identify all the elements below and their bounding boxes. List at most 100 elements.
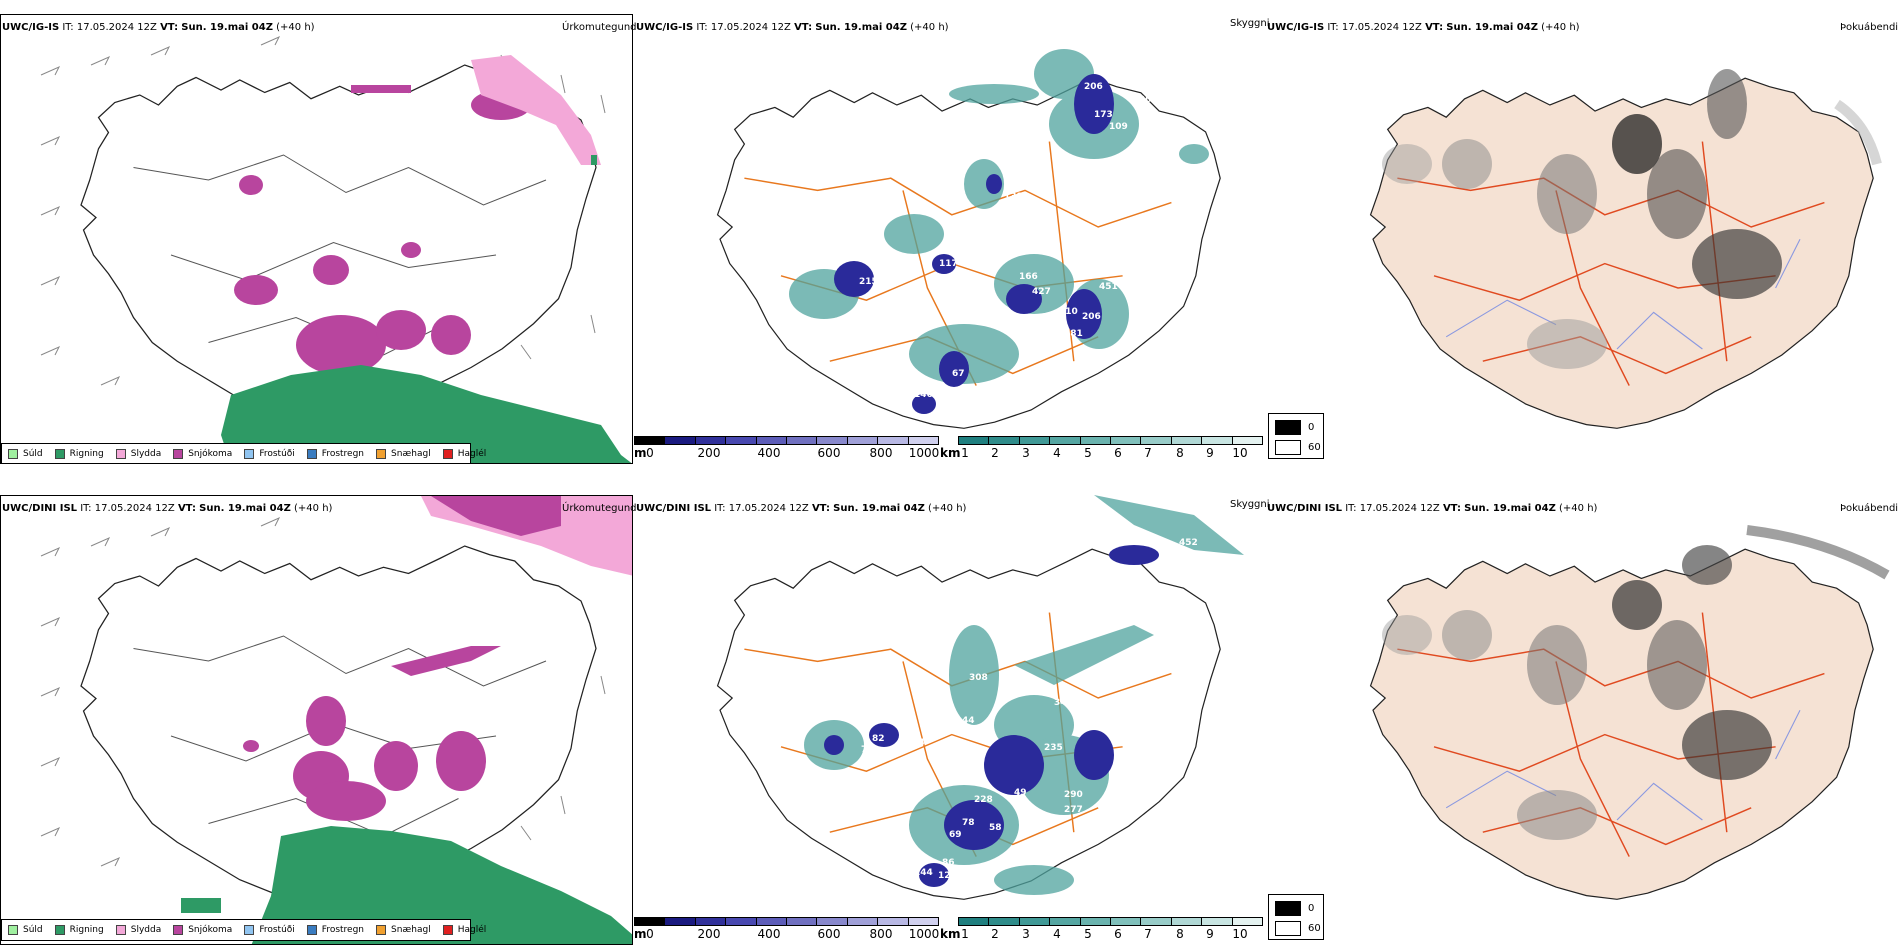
panel-header-cloud-top: UWC/IG-IS IT: 17.05.2024 12Z VT: Sun. 19… xyxy=(636,22,949,33)
visibility-tick: 1 xyxy=(961,446,969,460)
fog-key-bottom: 0 60 xyxy=(1268,894,1324,940)
visibility-tick: 2 xyxy=(991,927,999,941)
visibility-tick: 1 xyxy=(961,927,969,941)
vt-label: VT: xyxy=(177,503,196,514)
legend-item: Slydda xyxy=(115,449,162,459)
ceiling-label: 69 xyxy=(949,830,962,840)
model-name: UWC/IG-IS xyxy=(1267,22,1325,33)
ceiling-tick: 400 xyxy=(757,927,781,941)
legend-label: Súld xyxy=(23,449,43,459)
fog-key-label: 60 xyxy=(1308,442,1321,453)
panel-header-cloud-bottom: UWC/DINI ISL IT: 17.05.2024 12Z VT: Sun.… xyxy=(636,503,966,514)
ceiling-label: 181 xyxy=(1064,329,1083,339)
precip-map-top xyxy=(40,35,632,463)
legend-item: Snæhagl xyxy=(376,925,431,935)
fog-key-label: 0 xyxy=(1308,903,1315,914)
legend-label: Rigning xyxy=(69,925,104,935)
ceiling-label: 146 xyxy=(914,390,933,400)
legend-label: Frostregn xyxy=(321,925,365,935)
legend-label: Snæhagl xyxy=(391,449,431,459)
visibility-tick: 6 xyxy=(1114,927,1122,941)
it-value: 17.05.2024 12Z xyxy=(728,503,809,514)
legend-swatch xyxy=(54,925,65,935)
fog-panel-top xyxy=(1267,14,1900,464)
legend-item: Snæhagl xyxy=(376,449,431,459)
legend-label: Slydda xyxy=(130,925,162,935)
ceiling-colorbar-cells xyxy=(634,917,939,926)
fog-map-bottom xyxy=(1369,525,1890,900)
fog-key-label: 0 xyxy=(1308,422,1315,433)
legend-swatch xyxy=(376,449,387,459)
ceiling-label: 67 xyxy=(952,369,965,379)
it-label: IT: xyxy=(80,503,92,514)
ceiling-tick: 800 xyxy=(869,927,893,941)
it-label: IT: xyxy=(62,22,74,33)
it-value: 17.05.2024 12Z xyxy=(1359,503,1440,514)
panel-title-fog-top: Þokuábendi xyxy=(1840,22,1899,33)
legend-item: Rigning xyxy=(54,449,104,459)
legend-label: Frostúði xyxy=(259,449,295,459)
visibility-colorbar-top: km 1 2 3 4 5 6 7 8 9 10 xyxy=(940,436,1265,460)
vt-label: VT: xyxy=(1442,503,1461,514)
ceiling-label: 166 xyxy=(1019,272,1038,282)
ceiling-label: 44 xyxy=(962,716,975,726)
visibility-tick: 10 xyxy=(1232,927,1248,941)
cloud-panel-top: 206 90 173 109 131 374 117 215 166 427 4… xyxy=(634,14,1266,464)
ceiling-label: 235 xyxy=(1044,743,1063,753)
ceiling-label: 49 xyxy=(1014,788,1027,798)
visibility-tick: 5 xyxy=(1084,446,1092,460)
vt-label: VT: xyxy=(811,503,830,514)
ceiling-tick: 600 xyxy=(817,927,841,941)
fog-shading xyxy=(1382,525,1890,840)
legend-swatch xyxy=(115,925,126,935)
lead-time: (+40 h) xyxy=(1541,22,1580,33)
panel-title-precip-top: Úrkomutegund xyxy=(562,22,637,33)
ceiling-unit: m xyxy=(634,927,647,941)
lead-time: (+40 h) xyxy=(276,22,315,33)
ceiling-tick: 200 xyxy=(697,446,721,460)
visibility-colorbar-cells xyxy=(958,436,1263,445)
ceiling-label: 308 xyxy=(969,673,988,683)
ceiling-label: 385 xyxy=(1156,598,1175,608)
fog-key-row: 60 xyxy=(1275,440,1321,455)
ceiling-labels: 84 306 452 385 308 342 44 164 82 75 235 … xyxy=(861,500,1198,881)
ceiling-label: 277 xyxy=(1064,805,1083,815)
visibility-colorbar-cells xyxy=(958,917,1263,926)
ceiling-label: 164 xyxy=(906,738,925,748)
vt-label: VT: xyxy=(160,22,179,33)
legend-swatch xyxy=(306,449,317,459)
legend-swatch xyxy=(173,449,184,459)
legend-label: Snjókoma xyxy=(188,925,233,935)
panel-title-cloud-bottom: Skyggni xyxy=(1230,499,1270,510)
precip-legend-bottom: Súld Rigning Slydda Snjókoma Frostúði Fr… xyxy=(1,919,486,941)
legend-item: Súld xyxy=(8,925,43,935)
precip-panel-bottom: Súld Rigning Slydda Snjókoma Frostúði Fr… xyxy=(0,495,633,945)
fog-shading xyxy=(1382,69,1882,369)
vt-value: Sun. 19.mai 04Z xyxy=(815,22,907,33)
visibility-tick: 8 xyxy=(1176,446,1184,460)
legend-item: Frostregn xyxy=(306,925,365,935)
panel-header-fog-bottom: UWC/DINI ISL IT: 17.05.2024 12Z VT: Sun.… xyxy=(1267,503,1597,514)
panel-title-cloud-top: Skyggni xyxy=(1230,18,1270,29)
legend-label: Slydda xyxy=(130,449,162,459)
panel-title-precip-bottom: Úrkomutegund xyxy=(562,503,637,514)
legend-item: Frostúði xyxy=(244,449,295,459)
legend-label: Súld xyxy=(23,925,43,935)
ceiling-label: 374 xyxy=(959,237,978,247)
panel-title-fog-bottom: Þokuábendi xyxy=(1840,503,1899,514)
legend-label: Haglél xyxy=(457,925,487,935)
legend-item: Snjókoma xyxy=(173,925,232,935)
cloud-map-bottom: 84 306 452 385 308 342 44 164 82 75 235 … xyxy=(716,495,1244,900)
fog-key-row: 60 xyxy=(1275,921,1321,936)
it-value: 17.05.2024 12Z xyxy=(710,22,791,33)
snow-areas xyxy=(243,496,561,881)
vt-value: Sun. 19.mai 04Z xyxy=(833,503,925,514)
legend-label: Frostregn xyxy=(321,449,365,459)
vt-label: VT: xyxy=(794,22,813,33)
ceiling-label: 129 xyxy=(938,871,957,881)
ceiling-label: 215 xyxy=(859,277,878,287)
visibility-tick: 6 xyxy=(1114,446,1122,460)
legend-swatch xyxy=(376,925,387,935)
fog-map-top xyxy=(1369,69,1882,429)
it-value: 17.05.2024 12Z xyxy=(94,503,175,514)
